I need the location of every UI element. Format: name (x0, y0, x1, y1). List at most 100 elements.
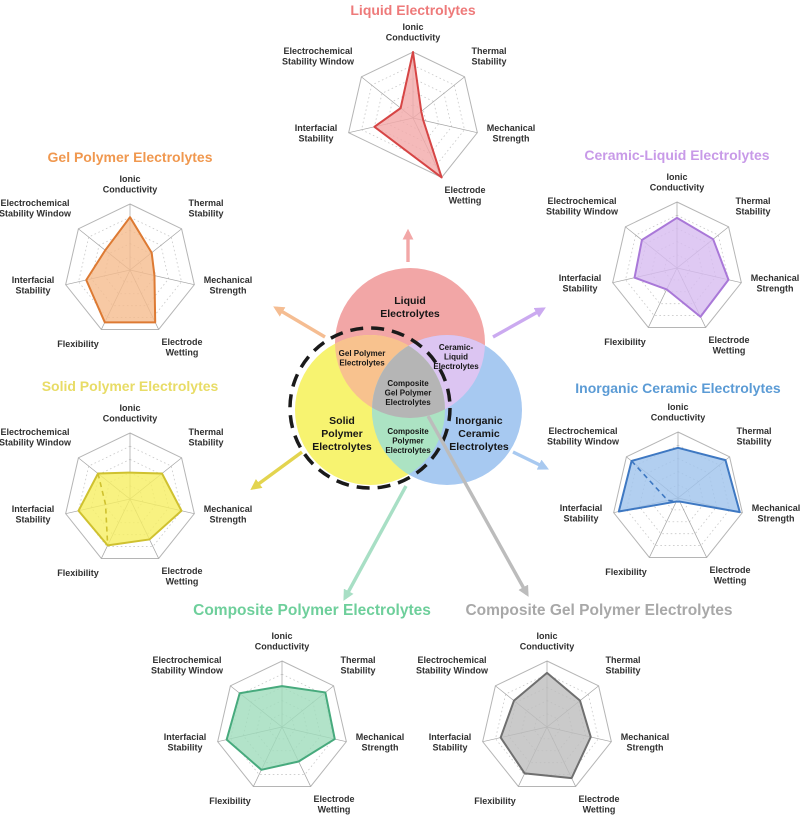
svg-text:Thermal: Thermal (188, 427, 223, 437)
radar-plot: IonicConductivityThermalStabilityMechani… (0, 403, 253, 587)
radar-chart-liquid-electrolytes: Liquid Electrolytes Ionic Conductivity The… (275, 0, 551, 216)
svg-text:Stability: Stability (167, 743, 202, 753)
svg-text:Stability: Stability (432, 743, 467, 753)
svg-text:Stability: Stability (15, 515, 50, 525)
svg-text:Thermal: Thermal (736, 426, 771, 436)
svg-text:Gel Polymer: Gel Polymer (385, 389, 432, 398)
svg-text:Flexibility: Flexibility (474, 796, 516, 806)
svg-text:Strength: Strength (210, 515, 247, 525)
svg-text:Electrode: Electrode (709, 565, 750, 575)
svg-text:Thermal: Thermal (605, 655, 640, 665)
chart-title: Gel Polymer Electrolytes (47, 149, 213, 165)
svg-text:Flexibility: Flexibility (209, 796, 251, 806)
svg-text:Mechanical: Mechanical (356, 732, 405, 742)
radar-plot: IonicConductivityThermalStabilityMechani… (0, 174, 252, 358)
svg-text:Stability: Stability (736, 437, 771, 447)
svg-text:Stability: Stability (188, 438, 223, 448)
svg-text:Stability: Stability (562, 284, 597, 294)
svg-text:Electrode: Electrode (708, 335, 749, 345)
svg-text:Electrode: Electrode (161, 566, 202, 576)
svg-text:Ceramic-: Ceramic- (439, 343, 474, 352)
svg-text:Wetting: Wetting (449, 196, 482, 206)
svg-text:Interfacial: Interfacial (164, 732, 207, 742)
svg-text:Electrolytes: Electrolytes (385, 398, 431, 407)
venn-diagram: LiquidElectrolytesSolidPolymerElectrolyt… (288, 268, 522, 490)
svg-text:Interfacial: Interfacial (560, 503, 603, 513)
svg-text:Strength: Strength (627, 743, 664, 753)
svg-text:Electrochemical: Electrochemical (0, 198, 69, 208)
svg-text:Wetting: Wetting (318, 805, 351, 815)
svg-text:Ceramic: Ceramic (458, 428, 500, 440)
svg-text:Stability: Stability (735, 207, 770, 217)
chart-title: Solid Polymer Electrolytes (41, 378, 219, 394)
svg-text:Conductivity: Conductivity (520, 642, 575, 652)
radar-chart-inorganic-ceramic-electrolytes: Inorganic Ceramic Electrolytes Ionic Cond… (540, 378, 800, 596)
svg-text:Electrolytes: Electrolytes (312, 441, 372, 453)
svg-text:Electrolytes: Electrolytes (339, 359, 385, 368)
svg-text:Stability: Stability (15, 286, 50, 296)
chart-title: Inorganic Ceramic Electrolytes (575, 380, 781, 396)
svg-text:Wetting: Wetting (714, 576, 747, 586)
radar-plot: IonicConductivityThermalStabilityMechani… (151, 631, 405, 815)
radar-plot: IonicConductivityThermalStabilityMechani… (416, 631, 669, 815)
svg-text:Electrochemical: Electrochemical (0, 427, 69, 437)
svg-text:Flexibility: Flexibility (57, 568, 99, 578)
svg-text:Gel Polymer: Gel Polymer (339, 349, 386, 358)
radar-chart-ceramic-liquid-electrolytes: Ceramic-Liquid Electrolytes Ionic Conduct… (539, 145, 800, 366)
svg-text:Thermal: Thermal (340, 655, 375, 665)
svg-text:Mechanical: Mechanical (487, 123, 536, 133)
svg-text:Stability Window: Stability Window (416, 666, 489, 676)
svg-text:Ionic: Ionic (402, 22, 423, 32)
svg-text:Inorganic: Inorganic (455, 415, 502, 427)
svg-text:Electrolytes: Electrolytes (449, 441, 509, 453)
svg-text:Ionic: Ionic (119, 174, 140, 184)
svg-text:Mechanical: Mechanical (204, 504, 253, 514)
svg-text:Liquid: Liquid (444, 353, 468, 362)
svg-text:Conductivity: Conductivity (386, 33, 441, 43)
svg-text:Thermal: Thermal (471, 46, 506, 56)
svg-text:Ionic: Ionic (119, 403, 140, 413)
svg-text:Stability Window: Stability Window (546, 207, 619, 217)
svg-text:Stability: Stability (605, 666, 640, 676)
svg-text:Conductivity: Conductivity (650, 183, 705, 193)
chart-title: Composite Gel Polymer Electrolytes (465, 602, 733, 619)
svg-text:Stability Window: Stability Window (547, 437, 620, 447)
svg-text:Conductivity: Conductivity (103, 414, 158, 424)
svg-text:Stability: Stability (471, 57, 506, 67)
svg-text:Liquid: Liquid (394, 295, 426, 307)
radar-chart-composite-gel-polymer-electrolytes: Composite Gel Polymer Electrolytes Ionic… (409, 601, 732, 825)
svg-text:Strength: Strength (757, 284, 794, 294)
svg-text:Strength: Strength (493, 134, 530, 144)
svg-text:Interfacial: Interfacial (12, 504, 55, 514)
svg-text:Electrode: Electrode (444, 185, 485, 195)
svg-text:Wetting: Wetting (583, 805, 616, 815)
svg-text:Interfacial: Interfacial (12, 275, 55, 285)
svg-text:Electrolytes: Electrolytes (433, 362, 479, 371)
svg-text:Stability: Stability (298, 134, 333, 144)
radar-plot: IonicConductivityThermalStabilityMechani… (282, 22, 536, 206)
svg-text:Flexibility: Flexibility (604, 337, 646, 347)
svg-text:Ionic: Ionic (666, 172, 687, 182)
svg-text:Strength: Strength (210, 286, 247, 296)
svg-text:Mechanical: Mechanical (751, 273, 800, 283)
svg-text:Polymer: Polymer (392, 437, 424, 446)
svg-text:Flexibility: Flexibility (605, 567, 647, 577)
svg-text:Electrolytes: Electrolytes (385, 446, 431, 455)
svg-text:Electrode: Electrode (578, 794, 619, 804)
radar-chart-composite-polymer-electrolytes: Composite Polymer Electrolytes Ionic Cond… (144, 601, 431, 825)
svg-text:Wetting: Wetting (713, 346, 746, 356)
svg-text:Flexibility: Flexibility (57, 339, 99, 349)
svg-text:Electrode: Electrode (161, 337, 202, 347)
svg-text:Electrode: Electrode (313, 794, 354, 804)
svg-text:Interfacial: Interfacial (429, 732, 472, 742)
svg-text:Interfacial: Interfacial (559, 273, 602, 283)
svg-text:Ionic: Ionic (271, 631, 292, 641)
svg-text:Electrochemical: Electrochemical (547, 196, 616, 206)
radar-chart-solid-polymer-electrolytes: Solid Polymer Electrolytes Ionic Conducti… (0, 376, 268, 597)
svg-text:Stability Window: Stability Window (0, 438, 72, 448)
svg-text:Conductivity: Conductivity (651, 413, 706, 423)
svg-text:Electrochemical: Electrochemical (548, 426, 617, 436)
svg-text:Composite: Composite (387, 379, 429, 388)
svg-text:Stability Window: Stability Window (282, 57, 355, 67)
svg-text:Stability: Stability (563, 514, 598, 524)
